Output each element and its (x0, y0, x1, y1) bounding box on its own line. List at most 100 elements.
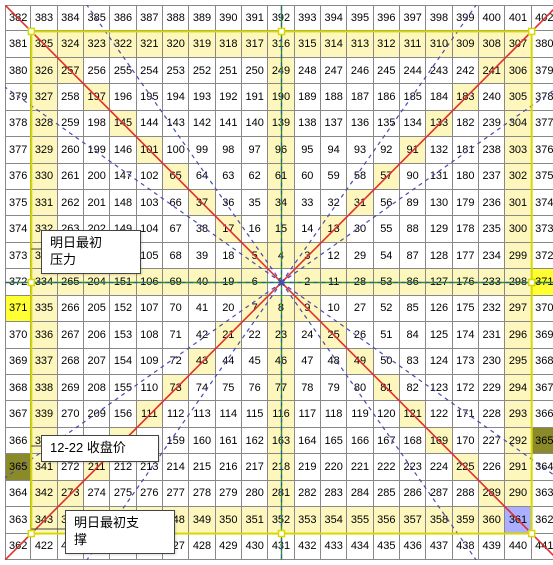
grid-cell: 47 (295, 349, 321, 375)
grid-cell: 45 (242, 349, 268, 375)
grid-cell: 365 (5, 454, 31, 480)
grid-cell: 235 (479, 216, 505, 242)
grid-cell: 107 (137, 296, 163, 322)
grid-cell: 302 (505, 164, 531, 190)
grid-cell: 394 (321, 5, 347, 31)
grid-cell: 366 (532, 401, 553, 427)
grid-cell: 134 (400, 111, 426, 137)
grid-cell: 328 (31, 111, 57, 137)
grid-cell: 7 (242, 296, 268, 322)
grid-cell: 234 (479, 243, 505, 269)
grid-cell: 365 (532, 428, 553, 454)
grid-cell: 385 (84, 5, 110, 31)
grid-cell: 84 (400, 322, 426, 348)
grid-cell: 218 (268, 454, 294, 480)
grid-cell: 228 (479, 401, 505, 427)
grid-cell: 278 (189, 481, 215, 507)
grid-cell: 172 (453, 375, 479, 401)
grid-cell: 88 (400, 216, 426, 242)
grid-cell: 148 (110, 190, 136, 216)
grid-cell: 116 (268, 401, 294, 427)
grid-cell: 316 (268, 31, 294, 57)
grid-cell: 184 (426, 84, 452, 110)
grid-cell: 59 (321, 164, 347, 190)
grid-cell: 254 (137, 58, 163, 84)
grid-cell: 229 (479, 375, 505, 401)
grid-cell: 85 (400, 296, 426, 322)
grid-cell: 299 (505, 243, 531, 269)
grid-cell: 387 (137, 5, 163, 31)
grid-cell: 439 (479, 534, 505, 560)
grid-cell: 355 (347, 507, 373, 533)
grid-cell: 375 (532, 164, 553, 190)
grid-cell: 209 (84, 401, 110, 427)
grid-cell: 186 (374, 84, 400, 110)
grid-cell: 23 (268, 322, 294, 348)
grid-cell: 193 (189, 84, 215, 110)
grid-cell: 38 (189, 216, 215, 242)
grid-cell: 287 (426, 481, 452, 507)
grid-cell: 437 (426, 534, 452, 560)
grid-cell: 319 (189, 31, 215, 57)
grid-cell: 371 (5, 296, 31, 322)
grid-cell: 175 (453, 296, 479, 322)
grid-cell: 75 (216, 375, 242, 401)
grid-cell: 127 (426, 269, 452, 295)
grid-cell: 380 (532, 31, 553, 57)
grid-cell: 364 (532, 454, 553, 480)
grid-cell: 124 (426, 349, 452, 375)
grid-cell: 230 (479, 349, 505, 375)
grid-cell: 262 (58, 190, 84, 216)
grid-cell: 65 (163, 164, 189, 190)
grid-cell: 236 (479, 190, 505, 216)
grid-cell: 9 (295, 296, 321, 322)
grid-cell: 378 (5, 111, 31, 137)
grid-cell: 389 (189, 5, 215, 31)
grid-cell: 215 (189, 454, 215, 480)
grid-cell: 94 (321, 137, 347, 163)
grid-cell: 182 (453, 111, 479, 137)
grid-cell: 214 (163, 454, 189, 480)
grid-cell: 309 (453, 31, 479, 57)
grid-cell: 219 (295, 454, 321, 480)
grid-cell: 282 (295, 481, 321, 507)
grid-cell: 374 (532, 190, 553, 216)
grid-cell: 185 (400, 84, 426, 110)
grid-cell: 376 (532, 137, 553, 163)
grid-cell: 243 (426, 58, 452, 84)
grid-cell: 66 (163, 190, 189, 216)
grid-cell: 205 (84, 296, 110, 322)
grid-cell: 153 (110, 322, 136, 348)
grid-cell: 81 (374, 375, 400, 401)
grid-cell: 96 (268, 137, 294, 163)
grid-cell: 326 (31, 58, 57, 84)
grid-cell: 292 (505, 428, 531, 454)
grid-cell: 283 (321, 481, 347, 507)
grid-cell: 165 (321, 428, 347, 454)
grid-cell: 377 (532, 111, 553, 137)
grid-cell: 366 (5, 428, 31, 454)
grid-cell: 376 (5, 164, 31, 190)
grid-cell: 28 (347, 269, 373, 295)
grid-cell: 173 (453, 349, 479, 375)
grid-cell: 197 (84, 84, 110, 110)
grid-cell: 60 (295, 164, 321, 190)
grid-cell: 293 (505, 401, 531, 427)
grid-cell: 192 (216, 84, 242, 110)
grid-cell: 266 (58, 296, 84, 322)
grid-cell: 368 (5, 375, 31, 401)
grid-cell: 354 (321, 507, 347, 533)
grid-cell: 53 (374, 269, 400, 295)
grid-cell: 114 (216, 401, 242, 427)
grid-cell: 163 (268, 428, 294, 454)
grid-cell: 399 (453, 5, 479, 31)
grid-cell: 19 (216, 269, 242, 295)
grid-cell: 371 (532, 269, 553, 295)
grid-cell: 267 (58, 322, 84, 348)
grid-cell: 168 (400, 428, 426, 454)
grid-cell: 108 (137, 322, 163, 348)
grid-cell: 388 (163, 5, 189, 31)
grid-cell: 206 (84, 322, 110, 348)
grid-cell: 128 (426, 243, 452, 269)
grid-cell: 306 (505, 58, 531, 84)
